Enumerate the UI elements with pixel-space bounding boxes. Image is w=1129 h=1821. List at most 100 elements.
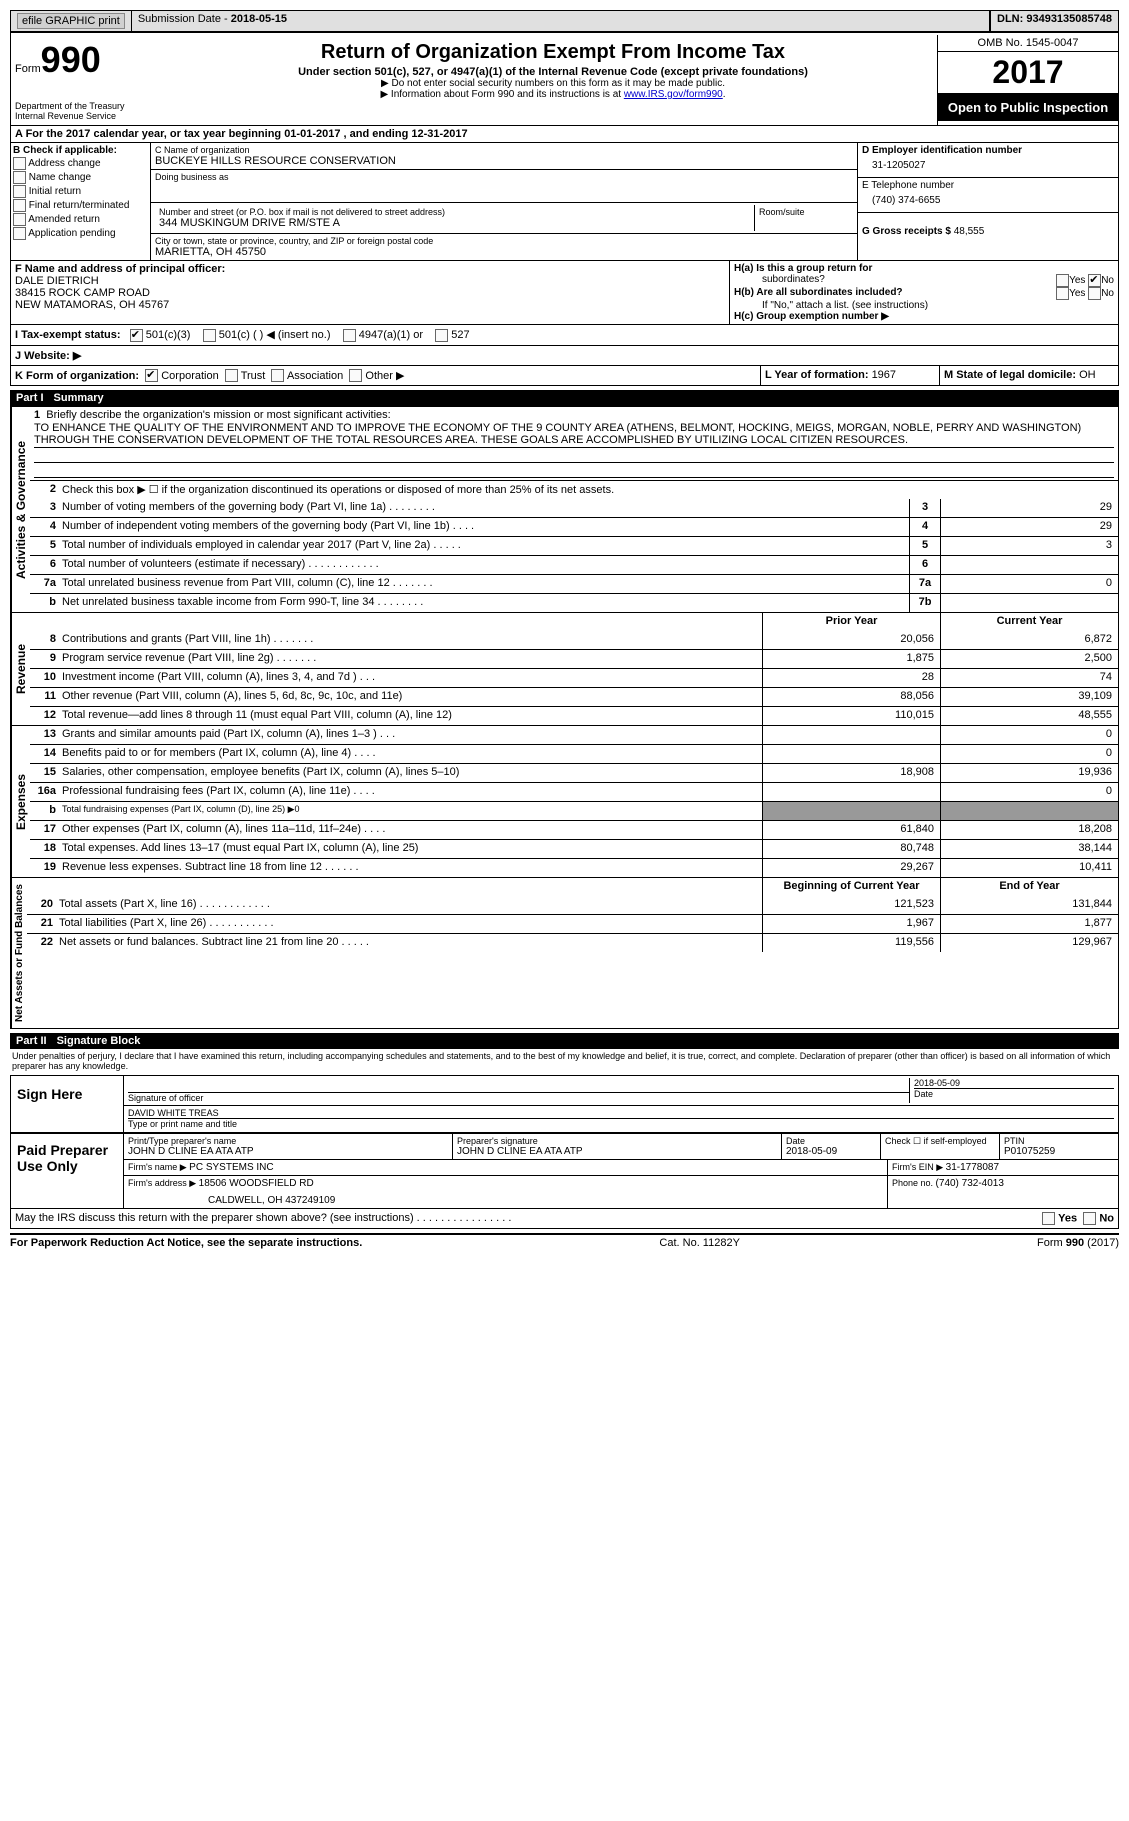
activities-governance-section: Activities & Governance 1 Briefly descri… xyxy=(10,406,1119,613)
expense-line-18: 18Total expenses. Add lines 13–17 (must … xyxy=(30,839,1118,858)
prep-sig: JOHN D CLINE EA ATA ATP xyxy=(457,1146,777,1157)
hb-yes-chk[interactable] xyxy=(1056,287,1069,300)
column-b-checkboxes: B Check if applicable: Address change Na… xyxy=(11,143,151,260)
ein-label: D Employer identification number xyxy=(862,145,1022,156)
part1-num: Part I xyxy=(16,392,44,404)
ha-no-chk[interactable] xyxy=(1088,274,1101,287)
officer-name: DALE DIETRICH xyxy=(15,275,99,287)
revenue-line-9: 9Program service revenue (Part VIII, lin… xyxy=(30,649,1118,668)
line2-desc: Check this box ▶ ☐ if the organization d… xyxy=(58,481,1118,499)
discuss-no-chk[interactable] xyxy=(1083,1212,1096,1225)
side-activities: Activities & Governance xyxy=(11,407,30,612)
part1-title: Summary xyxy=(54,392,104,404)
lbl-amended: Amended return xyxy=(28,214,100,225)
chk-other[interactable] xyxy=(349,369,362,382)
lbl-initial-return: Initial return xyxy=(29,186,81,197)
dept-treasury: Department of the Treasury xyxy=(15,101,165,111)
box-b-label: B Check if applicable: xyxy=(13,145,117,156)
expense-line-14: 14Benefits paid to or for members (Part … xyxy=(30,744,1118,763)
expense-line-15: 15Salaries, other compensation, employee… xyxy=(30,763,1118,782)
org-name: BUCKEYE HILLS RESOURCE CONSERVATION xyxy=(155,155,853,167)
chk-final-return[interactable] xyxy=(13,199,26,212)
paid-preparer-label: Paid Preparer Use Only xyxy=(11,1134,124,1208)
footer-mid: Cat. No. 11282Y xyxy=(659,1237,740,1249)
hdr-end: End of Year xyxy=(940,878,1118,896)
state-domicile-label: M State of legal domicile: xyxy=(944,369,1079,381)
ptin-label: PTIN xyxy=(1004,1136,1114,1146)
chk-corporation[interactable] xyxy=(145,369,158,382)
chk-address-change[interactable] xyxy=(13,157,26,170)
form-header: Form990 Department of the Treasury Inter… xyxy=(10,32,1119,126)
mission-text: TO ENHANCE THE QUALITY OF THE ENVIRONMEN… xyxy=(34,421,1114,448)
chk-amended[interactable] xyxy=(13,213,26,226)
ha-yes-chk[interactable] xyxy=(1056,274,1069,287)
prep-name-label: Print/Type preparer's name xyxy=(128,1136,448,1146)
line1-num: 1 xyxy=(34,409,40,421)
revenue-section: Revenue Prior Year Current Year 8Contrib… xyxy=(10,613,1119,726)
part2-num: Part II xyxy=(16,1035,47,1047)
submission-label: Submission Date - xyxy=(138,13,231,25)
side-expenses: Expenses xyxy=(11,726,30,877)
org-name-label: C Name of organization xyxy=(155,145,853,155)
firm-addr-label: Firm's address ▶ xyxy=(128,1178,199,1188)
summary-line-4: 4Number of independent voting members of… xyxy=(30,517,1118,536)
discuss-text: May the IRS discuss this return with the… xyxy=(15,1212,511,1225)
prep-date: 2018-05-09 xyxy=(786,1146,876,1157)
prep-sig-label: Preparer's signature xyxy=(457,1136,777,1146)
ha-label: H(a) Is this a group return for xyxy=(734,263,872,274)
page-footer: For Paperwork Reduction Act Notice, see … xyxy=(10,1233,1119,1249)
row-j-website: J Website: ▶ xyxy=(10,346,1119,366)
hb-no-lbl: No xyxy=(1101,288,1114,299)
lbl-4947: 4947(a)(1) or xyxy=(359,329,423,341)
chk-initial-return[interactable] xyxy=(13,185,26,198)
prep-date-label: Date xyxy=(786,1136,876,1146)
dln-value: 93493135085748 xyxy=(1026,13,1112,25)
discuss-row: May the IRS discuss this return with the… xyxy=(10,1209,1119,1229)
chk-527[interactable] xyxy=(435,329,448,342)
chk-trust[interactable] xyxy=(225,369,238,382)
net-line-22: 22Net assets or fund balances. Subtract … xyxy=(27,933,1118,952)
sign-here-label: Sign Here xyxy=(11,1076,124,1132)
chk-application-pending[interactable] xyxy=(13,227,26,240)
line1-label: Briefly describe the organization's miss… xyxy=(46,409,390,421)
efile-button[interactable]: efile GRAPHIC print xyxy=(17,13,125,29)
ha-yes-lbl: Yes xyxy=(1069,275,1085,286)
net-assets-section: Net Assets or Fund Balances Beginning of… xyxy=(10,878,1119,1029)
identity-block: B Check if applicable: Address change Na… xyxy=(10,143,1119,261)
chk-name-change[interactable] xyxy=(13,171,26,184)
lbl-application-pending: Application pending xyxy=(28,228,115,239)
chk-501c3[interactable] xyxy=(130,329,143,342)
top-bar: efile GRAPHIC print Submission Date - 20… xyxy=(10,10,1119,32)
hdr-prior-year: Prior Year xyxy=(762,613,940,631)
discuss-no-lbl: No xyxy=(1099,1213,1114,1225)
lbl-501c3: 501(c)(3) xyxy=(146,329,191,341)
expense-line-17: 17Other expenses (Part IX, column (A), l… xyxy=(30,820,1118,839)
summary-line-5: 5Total number of individuals employed in… xyxy=(30,536,1118,555)
chk-501c[interactable] xyxy=(203,329,216,342)
gross-label: G Gross receipts $ xyxy=(862,226,954,237)
city-label: City or town, state or province, country… xyxy=(155,236,853,246)
irs-link[interactable]: www.IRS.gov/form990 xyxy=(624,89,723,100)
firm-phone-label: Phone no. xyxy=(892,1178,936,1188)
net-line-20: 20Total assets (Part X, line 16) . . . .… xyxy=(27,896,1118,914)
chk-4947[interactable] xyxy=(343,329,356,342)
omb-number: OMB No. 1545-0047 xyxy=(938,35,1118,52)
firm-name: PC SYSTEMS INC xyxy=(189,1162,273,1173)
row-k-l-m: K Form of organization: Corporation Trus… xyxy=(10,366,1119,387)
hb-yes-lbl: Yes xyxy=(1069,288,1085,299)
lbl-association: Association xyxy=(287,370,343,382)
tax-status-label: I Tax-exempt status: xyxy=(15,329,121,341)
hb-no-chk[interactable] xyxy=(1088,287,1101,300)
dba-label: Doing business as xyxy=(155,172,853,182)
gross-value: 48,555 xyxy=(954,226,985,237)
chk-association[interactable] xyxy=(271,369,284,382)
sig-date-value: 2018-05-09 xyxy=(914,1078,960,1088)
form-subtitle: Under section 501(c), 527, or 4947(a)(1)… xyxy=(173,66,933,78)
note-info-pre: ▶ Information about Form 990 and its ins… xyxy=(380,89,623,100)
sig-officer-label: Signature of officer xyxy=(128,1092,909,1103)
discuss-yes-chk[interactable] xyxy=(1042,1212,1055,1225)
discuss-yes-lbl: Yes xyxy=(1058,1213,1077,1225)
sig-name-value: DAVID WHITE TREAS xyxy=(128,1108,1114,1119)
expense-line-16a: 16aProfessional fundraising fees (Part I… xyxy=(30,782,1118,801)
sig-date-label: Date xyxy=(914,1088,1114,1099)
